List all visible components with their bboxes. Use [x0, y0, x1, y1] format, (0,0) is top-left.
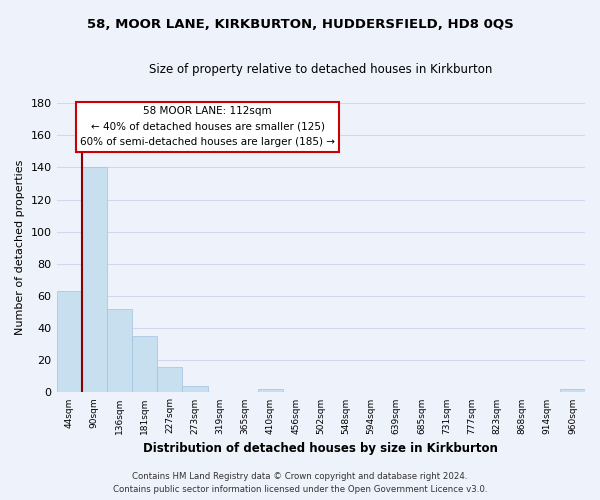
Title: Size of property relative to detached houses in Kirkburton: Size of property relative to detached ho…	[149, 62, 493, 76]
Bar	[56, 291, 82, 392]
Bar	[157, 366, 182, 392]
Bar	[258, 389, 283, 392]
Bar	[560, 389, 585, 392]
Y-axis label: Number of detached properties: Number of detached properties	[15, 160, 25, 336]
Bar	[182, 386, 208, 392]
Text: 58 MOOR LANE: 112sqm
← 40% of detached houses are smaller (125)
60% of semi-deta: 58 MOOR LANE: 112sqm ← 40% of detached h…	[80, 106, 335, 148]
Bar	[82, 168, 107, 392]
Bar	[107, 309, 132, 392]
Bar	[132, 336, 157, 392]
X-axis label: Distribution of detached houses by size in Kirkburton: Distribution of detached houses by size …	[143, 442, 498, 455]
Text: Contains HM Land Registry data © Crown copyright and database right 2024.
Contai: Contains HM Land Registry data © Crown c…	[113, 472, 487, 494]
Text: 58, MOOR LANE, KIRKBURTON, HUDDERSFIELD, HD8 0QS: 58, MOOR LANE, KIRKBURTON, HUDDERSFIELD,…	[86, 18, 514, 30]
